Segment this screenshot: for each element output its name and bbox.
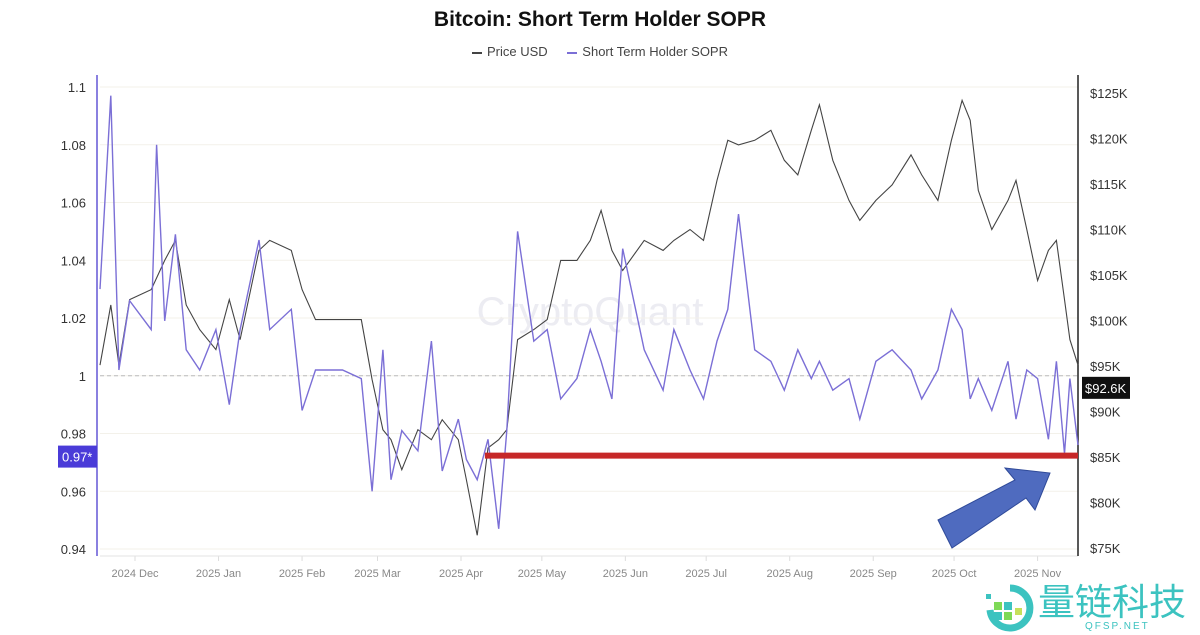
x-tick-label: 2025 May xyxy=(518,568,567,580)
current-sopr-label: 0.97* xyxy=(62,450,92,465)
y-right-tick-label: $75K xyxy=(1090,541,1121,556)
y-right-tick-label: $105K xyxy=(1090,268,1128,283)
legend-item-sopr[interactable]: Short Term Holder SOPR xyxy=(567,44,728,59)
sopr-line xyxy=(99,95,1079,529)
y-right-tick-label: $85K xyxy=(1090,450,1121,465)
logo-icon xyxy=(986,584,1034,632)
x-tick-label: 2025 Apr xyxy=(439,568,483,580)
x-tick-label: 2025 Mar xyxy=(354,568,401,580)
x-tick-label: 2024 Dec xyxy=(111,568,159,580)
x-tick-label: 2025 Oct xyxy=(932,568,977,580)
x-tick-label: 2025 Sep xyxy=(850,568,897,580)
y-right-tick-label: $125K xyxy=(1090,86,1128,101)
y-right-tick-label: $90K xyxy=(1090,405,1121,420)
x-tick-label: 2025 Aug xyxy=(766,568,813,580)
x-tick-label: 2025 Jun xyxy=(603,568,648,580)
y-right-tick-label: $120K xyxy=(1090,132,1128,147)
legend-label: Price USD xyxy=(486,44,548,59)
y-right-tick-label: $95K xyxy=(1090,359,1121,374)
x-tick-label: 2025 Jan xyxy=(196,568,241,580)
legend-label: Short Term Holder SOPR xyxy=(582,44,728,59)
y-left-tick-label: 1 xyxy=(79,369,86,384)
y-left-tick-label: 0.96 xyxy=(61,484,86,499)
logo: 量链科技 QFSP.NET xyxy=(980,584,1200,634)
legend: Price USD Short Term Holder SOPR xyxy=(0,44,1200,59)
y-left-tick-label: 1.06 xyxy=(61,196,86,211)
x-tick-label: 2025 Feb xyxy=(279,568,325,580)
legend-swatch xyxy=(567,51,578,54)
current-price-label: $92.6K xyxy=(1085,381,1127,396)
current-sopr-badge xyxy=(58,445,97,468)
y-left-tick-label: 1.08 xyxy=(61,138,86,153)
y-left-tick-label: 1.1 xyxy=(68,80,86,95)
y-right-tick-label: $100K xyxy=(1090,314,1128,329)
x-tick-label: 2025 Nov xyxy=(1014,568,1062,580)
watermark: CryptoQuant xyxy=(477,290,704,334)
y-right-tick-label: $115K xyxy=(1090,177,1127,192)
logo-domain: QFSP.NET xyxy=(1085,621,1150,632)
y-right-tick-label: $80K xyxy=(1090,496,1121,511)
price-line xyxy=(99,98,1079,536)
x-tick-label: 2025 Jul xyxy=(685,568,727,580)
y-left-tick-label: 1.04 xyxy=(61,253,86,268)
y-left-tick-label: 0.98 xyxy=(61,427,86,442)
logo-text: 量链科技 xyxy=(1038,581,1186,624)
legend-item-price[interactable]: Price USD xyxy=(471,44,548,59)
y-left-tick-label: 0.94 xyxy=(61,542,86,557)
chart-title: Bitcoin: Short Term Holder SOPR xyxy=(433,8,767,31)
y-right-tick-label: $110K xyxy=(1090,223,1127,238)
annotation-arrow xyxy=(937,467,1051,549)
current-price-badge xyxy=(1082,376,1130,399)
y-left-tick-label: 1.02 xyxy=(61,311,86,326)
legend-swatch xyxy=(471,51,482,54)
